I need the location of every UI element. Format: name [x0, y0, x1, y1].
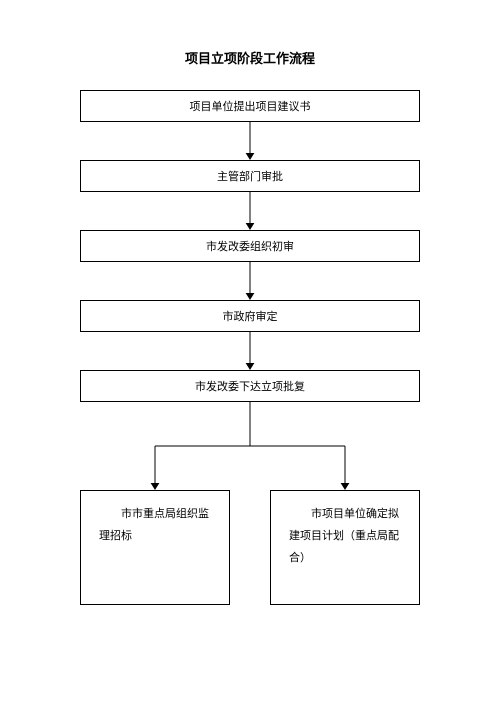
flow-arrow	[0, 0, 500, 708]
